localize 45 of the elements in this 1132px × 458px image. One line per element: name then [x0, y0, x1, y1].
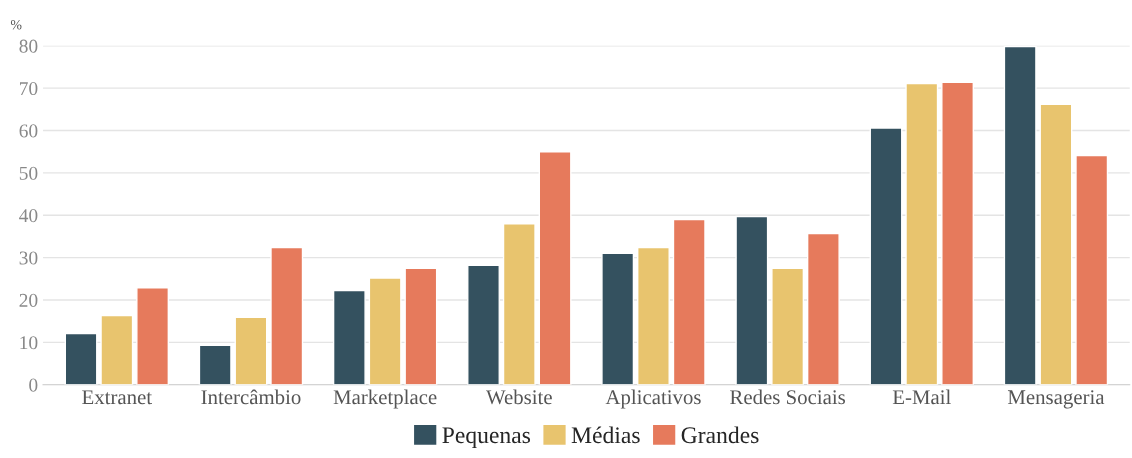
bar — [404, 267, 438, 385]
bar — [538, 151, 572, 385]
bar — [771, 267, 805, 385]
y-tick-label: 60 — [19, 124, 38, 138]
y-tick-label: 40 — [19, 209, 38, 223]
bar — [332, 289, 366, 385]
x-tick-label: Redes Sociais — [730, 389, 846, 405]
bar — [672, 218, 706, 385]
legend-label: Grandes — [681, 426, 759, 444]
bar — [368, 277, 402, 385]
bar — [502, 223, 536, 385]
x-tick-label: Aplicativos — [605, 389, 701, 409]
bar — [270, 246, 304, 385]
bar — [869, 127, 903, 385]
x-tick-label: Extranet — [82, 390, 152, 405]
bar — [1003, 45, 1037, 385]
y-tick-label: 70 — [19, 81, 38, 96]
bar — [806, 232, 840, 385]
bar — [100, 314, 134, 385]
legend-label: Médias — [571, 426, 640, 444]
y-axis-title: % — [10, 20, 22, 30]
bar — [198, 344, 232, 385]
y-tick-label: 50 — [19, 166, 38, 180]
x-tick-label: Mensageria — [1007, 390, 1105, 409]
y-tick-label: 0 — [29, 378, 38, 392]
bar — [905, 82, 939, 385]
y-tick-label: 20 — [19, 293, 38, 307]
x-tick-label: Website — [486, 389, 552, 405]
y-tick-label: 30 — [19, 251, 38, 265]
bar — [601, 252, 635, 385]
y-tick-label: 10 — [20, 336, 38, 350]
bar — [1039, 103, 1073, 385]
bar — [637, 246, 670, 385]
bar — [136, 287, 170, 385]
legend-label: Pequenas — [442, 427, 531, 448]
x-tick-label: Marketplace — [333, 389, 437, 409]
x-tick-label: E-Mail — [892, 389, 951, 405]
bar — [735, 215, 769, 385]
bar — [467, 264, 500, 385]
bar — [941, 81, 974, 385]
x-tick-label: Intercâmbio — [201, 389, 301, 405]
y-tick-label: 80 — [19, 39, 38, 53]
bar — [64, 332, 98, 385]
bar — [1075, 154, 1109, 385]
bar — [234, 316, 268, 385]
